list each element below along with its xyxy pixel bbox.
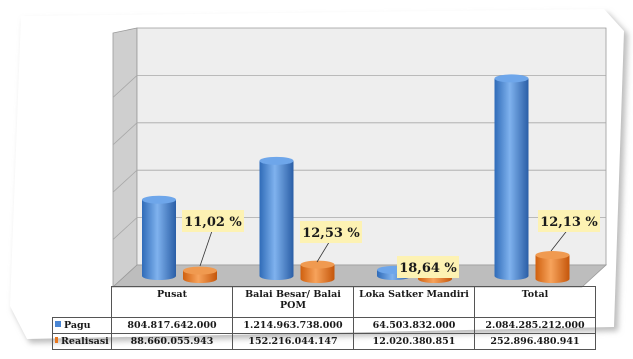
legend-label: Pagu bbox=[64, 320, 91, 331]
table-cell: 804.817.642.000 bbox=[111, 317, 233, 334]
bar-realisasi bbox=[300, 260, 335, 283]
side-wall bbox=[112, 27, 138, 288]
legend-swatch-orange bbox=[55, 337, 58, 343]
bar-pagu-body bbox=[142, 199, 176, 280]
gridline-side bbox=[112, 75, 138, 98]
callout-box bbox=[300, 221, 362, 243]
callout-label: 12,13 % bbox=[540, 215, 598, 230]
callout-box bbox=[538, 210, 600, 232]
callout-label: 18,64 % bbox=[399, 261, 457, 276]
bar-pagu bbox=[259, 156, 294, 280]
bar-realisasi bbox=[183, 266, 217, 283]
table-header-cell: Balai Besar/ Balai POM bbox=[232, 286, 354, 318]
table-header-cell: Pusat bbox=[111, 286, 233, 318]
bar-pagu-top bbox=[494, 74, 529, 83]
legend-swatch-blue bbox=[55, 321, 61, 327]
callout-leader bbox=[199, 227, 214, 267]
legend-pagu: Pagu bbox=[52, 317, 112, 334]
table-header-cell: Total bbox=[474, 286, 596, 318]
callout-label: 12,53 % bbox=[302, 226, 360, 241]
bar-pagu-top bbox=[259, 156, 294, 165]
bar-pagu-body bbox=[494, 78, 529, 280]
table-row: Pagu 804.817.642.000 1.214.963.738.000 6… bbox=[52, 317, 596, 334]
gridline-side bbox=[112, 122, 138, 146]
bar-pagu bbox=[142, 195, 176, 280]
table-corner bbox=[53, 287, 112, 318]
bar-realisasi-top bbox=[300, 260, 335, 269]
table-cell: 2.084.285.212.000 bbox=[474, 317, 596, 334]
bar-realisasi-body bbox=[535, 255, 570, 283]
bar-pagu-body bbox=[259, 160, 294, 280]
bar-realisasi-body bbox=[300, 264, 335, 283]
legend-label: Realisasi bbox=[61, 336, 109, 347]
callout-box bbox=[182, 210, 244, 232]
legend-realisasi: Realisasi bbox=[52, 333, 112, 350]
table-cell: 1.214.963.738.000 bbox=[232, 317, 354, 334]
bar-realisasi bbox=[535, 251, 570, 283]
table-header-cell: Loka Satker Mandiri bbox=[353, 286, 475, 318]
data-table: Pusat Balai Besar/ Balai POM Loka Satker… bbox=[52, 286, 596, 350]
bar-realisasi-top bbox=[183, 266, 217, 275]
bar-pagu bbox=[494, 74, 529, 280]
bar-realisasi-top bbox=[535, 251, 570, 260]
table-cell: 252.896.480.941 bbox=[474, 333, 596, 350]
gridline-side bbox=[112, 169, 138, 193]
table-cell: 12.020.380.851 bbox=[353, 333, 475, 350]
table-header-row: Pusat Balai Besar/ Balai POM Loka Satker… bbox=[53, 286, 596, 318]
gridline-side bbox=[112, 217, 138, 240]
callout-box bbox=[397, 256, 459, 278]
bar-pagu-top bbox=[142, 195, 176, 204]
table-cell: 152.216.044.147 bbox=[232, 333, 354, 350]
table-cell: 64.503.832.000 bbox=[353, 317, 475, 334]
table-cell: 88.660.055.943 bbox=[111, 333, 233, 350]
table-row: Realisasi 88.660.055.943 152.216.044.147… bbox=[52, 333, 596, 350]
callout-label: 11,02 % bbox=[184, 215, 242, 230]
